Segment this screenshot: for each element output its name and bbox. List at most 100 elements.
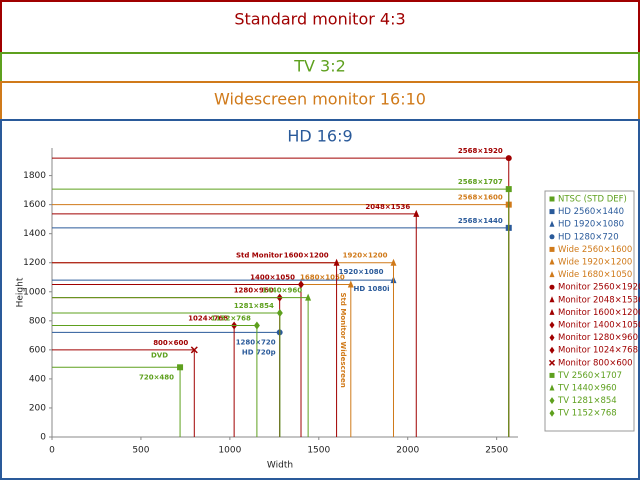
legend-label: TV 1281×854 xyxy=(557,396,617,406)
y-tick-label: 1600 xyxy=(23,200,46,210)
annotation: 2048×1536 xyxy=(365,203,410,211)
y-tick-label: 0 xyxy=(40,433,46,443)
legend-label: TV 2560×1707 xyxy=(557,371,622,381)
legend-label: Monitor 2560×1920 xyxy=(558,283,640,293)
series: 1152×768 xyxy=(52,314,260,437)
x-tick-label: 0 xyxy=(49,446,55,456)
marker xyxy=(549,220,555,227)
marker xyxy=(549,346,555,354)
legend-label: Monitor 800×600 xyxy=(558,358,633,368)
box-title: TV 3:2 xyxy=(293,57,346,76)
marker xyxy=(549,246,555,252)
annotation: 720×480 xyxy=(139,373,174,381)
marker xyxy=(390,258,397,266)
marker xyxy=(549,334,555,342)
legend-label: Monitor 2048×1536 xyxy=(558,295,640,305)
y-tick-label: 1400 xyxy=(23,229,46,239)
annotation: DVD xyxy=(151,351,168,359)
marker xyxy=(333,258,340,266)
annotation: 1280×720 xyxy=(236,338,276,346)
annotation: HD 720p xyxy=(242,348,276,356)
marker xyxy=(549,409,555,417)
annotation: HD 1080i xyxy=(353,285,389,293)
annotation: 800×600 xyxy=(153,339,188,347)
series: 1400×1050 xyxy=(52,274,305,437)
legend-label: TV 1152×768 xyxy=(557,409,617,419)
annotation: 1920×1080 xyxy=(339,268,384,276)
y-tick-label: 1200 xyxy=(23,258,46,268)
series: 800×600 xyxy=(52,339,198,437)
legend-label: HD 2560×1440 xyxy=(558,207,624,217)
marker xyxy=(549,321,555,329)
annotation: Std Monitor Widescreen xyxy=(339,293,347,388)
marker xyxy=(190,346,198,354)
annotation: Std Monitor xyxy=(236,252,283,260)
annotation: 2568×1920 xyxy=(458,147,503,155)
y-tick-label: 400 xyxy=(29,374,46,384)
marker xyxy=(549,209,555,215)
marker xyxy=(549,384,555,391)
box-title: HD 16:9 xyxy=(287,127,352,146)
marker xyxy=(505,186,512,193)
annotation: 1680×1050 xyxy=(300,274,345,282)
annotation: 1920×1200 xyxy=(343,252,388,260)
marker xyxy=(177,364,184,371)
marker xyxy=(253,321,260,330)
x-axis-label: Width xyxy=(267,461,293,471)
x-tick-label: 1000 xyxy=(218,446,241,456)
x-tick-label: 2500 xyxy=(485,446,508,456)
x-tick-label: 500 xyxy=(132,446,149,456)
legend-label: Wide 1680×1050 xyxy=(558,270,632,280)
annotation: 2568×1600 xyxy=(458,194,503,202)
legend-label: HD 1920×1080 xyxy=(558,220,624,230)
annotation: 2568×1707 xyxy=(458,178,503,186)
marker xyxy=(505,155,512,162)
series: 2048×1536 xyxy=(52,203,420,437)
annotation: 1400×1050 xyxy=(250,274,295,282)
marker xyxy=(549,234,555,240)
annotation: 1152×768 xyxy=(211,314,251,322)
marker xyxy=(305,293,312,301)
legend-label: Monitor 1600×1200 xyxy=(558,308,640,318)
marker xyxy=(298,280,305,289)
legend-label: TV 1440×960 xyxy=(557,384,617,394)
annotation: 1281×854 xyxy=(234,302,274,310)
y-tick-label: 600 xyxy=(29,345,46,355)
y-axis-label: Height xyxy=(16,277,26,307)
series: 1281×854 xyxy=(52,302,283,437)
x-tick-label: 1500 xyxy=(307,446,330,456)
y-tick-label: 1000 xyxy=(23,287,46,297)
marker xyxy=(347,280,354,288)
marker xyxy=(548,359,556,366)
legend-label: Wide 1920×1200 xyxy=(558,258,632,268)
legend-label: Wide 2560×1600 xyxy=(558,245,632,255)
marker xyxy=(549,284,555,290)
legend-label: Monitor 1024×768 xyxy=(558,346,638,356)
annotation: 1600×1200 xyxy=(284,252,329,260)
legend xyxy=(544,190,635,432)
series: 1440×960 xyxy=(52,287,312,437)
y-tick-label: 1800 xyxy=(23,171,46,181)
x-tick-label: 2000 xyxy=(396,446,419,456)
legend-label: HD 1280×720 xyxy=(558,232,619,242)
legend-label: Monitor 1400×1050 xyxy=(558,321,640,331)
box-title: Standard monitor 4:3 xyxy=(234,10,405,29)
annotation: 1024×768 xyxy=(188,314,228,322)
annotation: 1280×960 xyxy=(234,287,274,295)
marker xyxy=(549,296,555,303)
marker xyxy=(549,258,555,265)
aspect-box xyxy=(0,119,640,480)
marker xyxy=(276,308,283,317)
y-tick-label: 800 xyxy=(29,316,46,326)
annotation: 2568×1440 xyxy=(458,217,503,225)
marker xyxy=(413,209,420,217)
box-title: Widescreen monitor 16:10 xyxy=(214,90,426,109)
marker xyxy=(549,372,555,378)
marker xyxy=(549,271,555,278)
series: 2568×1707 xyxy=(52,178,512,437)
annotation: 1440×960 xyxy=(262,287,302,295)
marker xyxy=(549,196,555,202)
y-tick-label: 200 xyxy=(29,403,46,413)
